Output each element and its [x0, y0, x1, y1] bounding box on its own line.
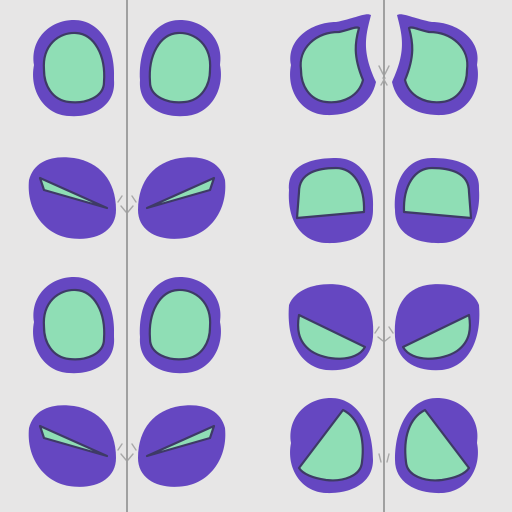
eye-inner-shape [38, 176, 109, 210]
eye-crease-mark [382, 65, 390, 86]
column-dividers [126, 0, 385, 512]
eye-inner-shape [402, 166, 473, 220]
expression-cell-squint-slit [28, 157, 226, 239]
eye-crease-mark [127, 195, 137, 213]
eye-cells [28, 14, 480, 494]
right-eye [394, 158, 480, 244]
left-eye [28, 157, 127, 239]
expression-cell-half-closed-lid [288, 158, 480, 244]
expression-cell-open-notched-top [290, 14, 478, 116]
right-eye [382, 14, 478, 116]
right-eye [127, 405, 226, 487]
left-eye [28, 405, 127, 487]
right-eye [384, 284, 480, 371]
eye-inner-shape [42, 288, 106, 361]
left-eye [288, 284, 384, 371]
eye-inner-shape [401, 313, 472, 360]
eye-crease-mark [386, 453, 390, 463]
right-eye [139, 277, 221, 374]
eye-crease-mark [117, 195, 127, 213]
eye-crease-mark [127, 443, 137, 461]
expression-cell-open-round [33, 277, 221, 374]
eye-inner-shape [38, 424, 109, 458]
left-eye [288, 158, 374, 244]
eye-crease-mark [378, 453, 382, 463]
expression-cell-angry-slanted [288, 284, 480, 371]
expression-cell-squint-slit [28, 405, 226, 487]
left-eye [290, 14, 386, 116]
eye-inner-shape [42, 31, 106, 104]
eye-crease-mark [374, 326, 384, 342]
eye-inner-shape [296, 313, 367, 360]
eye-inner-shape [145, 424, 216, 458]
eye-inner-shape [403, 26, 469, 104]
eye-crease-mark [384, 326, 394, 342]
eye-inner-shape [148, 31, 212, 104]
left-eye [33, 277, 115, 374]
eye-inner-shape [297, 408, 364, 482]
eye-inner-shape [295, 166, 366, 220]
right-eye [127, 157, 226, 239]
expression-cell-open-round [33, 20, 221, 117]
right-eye [386, 398, 478, 494]
eye-inner-shape [148, 288, 212, 361]
left-eye [290, 398, 382, 494]
right-eye [139, 20, 221, 117]
eye-inner-shape [145, 176, 216, 210]
eye-crease-mark [117, 443, 127, 461]
eye-inner-shape [299, 26, 365, 104]
left-eye [33, 20, 115, 117]
eye-inner-shape [404, 408, 471, 482]
expression-cell-open-diagonal-cut [290, 398, 478, 494]
